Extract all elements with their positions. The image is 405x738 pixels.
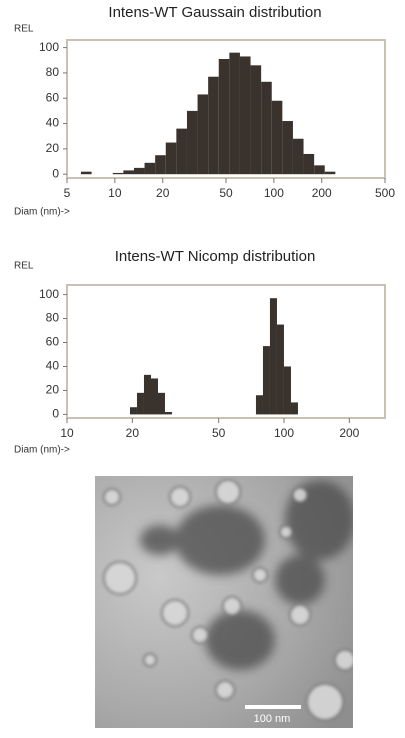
bar xyxy=(292,138,304,175)
bar xyxy=(283,366,291,415)
y-tick-label: 0 xyxy=(52,166,59,180)
bar xyxy=(269,298,277,415)
bar xyxy=(218,58,230,175)
chart-title: Intens-WT Gaussain distribution xyxy=(108,4,321,21)
bar xyxy=(290,402,298,415)
y-tick-label: 80 xyxy=(46,65,60,79)
y-axis-label: REL xyxy=(14,261,34,272)
bar xyxy=(112,172,124,175)
bar xyxy=(165,142,177,175)
x-tick-label: 20 xyxy=(126,426,140,440)
bar xyxy=(176,128,187,175)
bar xyxy=(229,52,240,175)
y-tick-label: 60 xyxy=(46,335,60,349)
bar xyxy=(261,81,272,175)
y-tick-label: 0 xyxy=(52,407,59,421)
y-axis-label: REL xyxy=(14,24,34,35)
bar xyxy=(239,56,251,175)
bar xyxy=(133,167,145,175)
y-tick-label: 100 xyxy=(39,40,59,54)
bar xyxy=(197,94,209,175)
x-tick-label: 10 xyxy=(60,426,74,440)
bar xyxy=(80,171,92,175)
tem-image: 100 nm xyxy=(95,476,353,728)
y-tick-label: 40 xyxy=(46,359,60,373)
y-tick-label: 80 xyxy=(46,311,60,325)
x-tick-label: 5 xyxy=(64,186,71,200)
x-tick-label: 20 xyxy=(156,186,170,200)
bar xyxy=(262,346,270,415)
bar xyxy=(150,378,158,415)
x-tick-label: 10 xyxy=(108,186,122,200)
bar xyxy=(123,170,134,175)
x-tick-label: 100 xyxy=(264,186,284,200)
x-tick-label: 100 xyxy=(274,426,294,440)
x-tick-label: 200 xyxy=(312,186,332,200)
bar xyxy=(164,412,172,415)
x-tick-label: 50 xyxy=(212,426,226,440)
bar xyxy=(282,121,293,175)
bar xyxy=(186,110,198,175)
bar xyxy=(155,155,166,175)
bar xyxy=(276,324,284,415)
plot-frame xyxy=(66,284,386,419)
y-tick-label: 20 xyxy=(46,141,60,155)
y-tick-label: 20 xyxy=(46,383,60,397)
y-tick-label: 40 xyxy=(46,116,60,130)
x-tick-label: 50 xyxy=(219,186,233,200)
x-axis-label: Diam (nm)-> xyxy=(14,445,70,456)
bar xyxy=(143,374,151,415)
bar xyxy=(303,153,315,175)
bar xyxy=(144,162,156,175)
bar xyxy=(157,392,165,415)
bar xyxy=(208,76,219,175)
chart-title: Intens-WT Nicomp distribution xyxy=(115,248,316,265)
bar xyxy=(271,100,283,175)
scale-bar-label: 100 nm xyxy=(254,713,291,725)
bar xyxy=(324,171,336,175)
bar xyxy=(250,65,262,175)
bar xyxy=(136,392,144,415)
x-axis-label: Diam (nm)-> xyxy=(14,207,70,218)
bar xyxy=(255,395,263,415)
y-tick-label: 60 xyxy=(46,90,60,104)
bar xyxy=(314,165,325,175)
x-tick-label: 200 xyxy=(339,426,359,440)
scale-bar xyxy=(245,705,301,709)
bar xyxy=(129,407,137,415)
y-tick-label: 100 xyxy=(39,287,59,301)
x-tick-label: 500 xyxy=(375,186,395,200)
